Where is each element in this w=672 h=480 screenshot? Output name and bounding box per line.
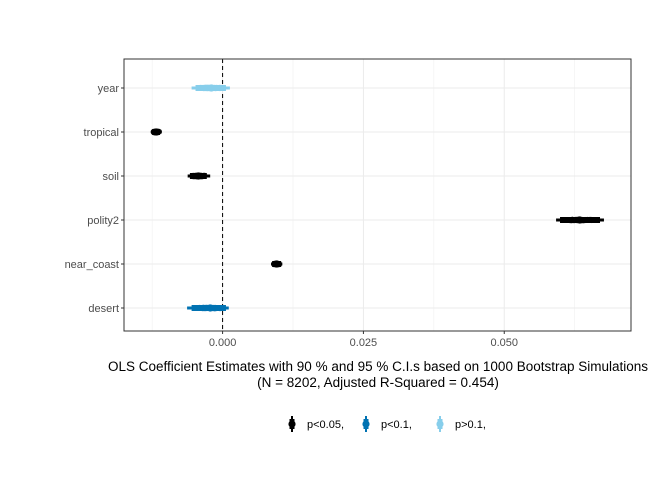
x-tick-label: 0.000 — [209, 337, 237, 349]
point-estimate-soil — [194, 172, 202, 180]
y-tick-label-tropical: tropical — [84, 127, 119, 139]
legend-label: p<0.1, — [381, 419, 412, 431]
legend-key-point — [436, 420, 444, 428]
legend-item: p<0.1, — [362, 416, 412, 432]
x-tick-label: 0.050 — [490, 337, 518, 349]
point-estimate-year — [207, 84, 215, 92]
plot-panel-border — [123, 58, 632, 332]
y-tick-label-near-coast: near_coast — [65, 259, 119, 271]
point-estimate-tropical — [152, 128, 160, 136]
legend: p<0.05, p<0.1, p>0.1, — [288, 416, 486, 432]
y-tick-label-desert: desert — [88, 303, 119, 315]
legend-label: p>0.1, — [455, 419, 486, 431]
x-axis-title-line1: OLS Coefficient Estimates with 90 % and … — [108, 359, 648, 374]
y-tick-label-soil: soil — [102, 171, 119, 183]
point-estimate-polity2 — [576, 216, 584, 224]
legend-item: p>0.1, — [436, 416, 486, 432]
x-axis-title-line2: (N = 8202, Adjusted R-Squared = 0.454) — [257, 375, 499, 390]
legend-key-point — [362, 420, 370, 428]
legend-item: p<0.05, — [288, 416, 344, 432]
y-tick-label-polity2: polity2 — [87, 215, 119, 227]
legend-label: p<0.05, — [307, 419, 344, 431]
legend-key-point — [288, 420, 296, 428]
point-estimate-desert — [206, 304, 214, 312]
point-estimate-near-coast — [273, 260, 281, 268]
y-tick-label-year: year — [98, 83, 120, 95]
x-tick-label: 0.025 — [350, 337, 378, 349]
confidence-interval-layer — [151, 84, 604, 312]
